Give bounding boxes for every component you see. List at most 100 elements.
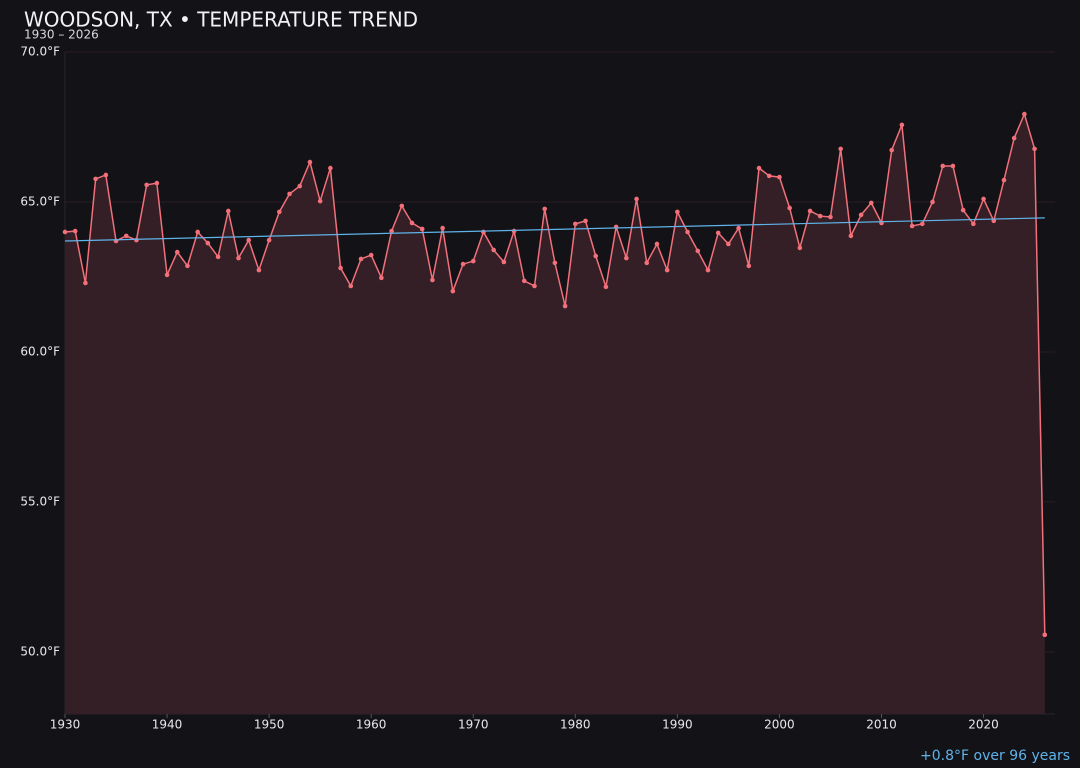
- point: [562, 303, 568, 309]
- point: [868, 200, 874, 206]
- point: [695, 248, 701, 254]
- point: [715, 230, 721, 236]
- point: [491, 247, 496, 253]
- point: [1001, 177, 1007, 183]
- y-tick-label: 65.0°F: [20, 194, 60, 208]
- point: [419, 226, 425, 232]
- point: [838, 146, 843, 152]
- point: [654, 241, 660, 247]
- point: [440, 225, 445, 231]
- point: [756, 165, 762, 171]
- y-tick-label: 55.0°F: [20, 494, 60, 508]
- point: [144, 182, 149, 188]
- point: [981, 196, 986, 202]
- y-tick-label: 50.0°F: [20, 644, 60, 658]
- point: [634, 196, 639, 202]
- point: [1022, 111, 1027, 117]
- point: [726, 241, 731, 247]
- point: [991, 218, 997, 224]
- point: [787, 205, 792, 211]
- point: [266, 237, 272, 243]
- x-tick-label: 1930: [50, 718, 81, 732]
- point: [185, 263, 190, 269]
- point: [287, 191, 292, 197]
- point: [389, 228, 394, 234]
- point: [164, 272, 170, 278]
- point: [511, 228, 517, 234]
- point: [807, 208, 813, 214]
- point: [72, 228, 78, 234]
- point: [430, 277, 435, 283]
- point: [848, 233, 854, 239]
- chart-subtitle: 1930 – 2026: [24, 28, 99, 42]
- point: [675, 209, 680, 215]
- point: [205, 240, 211, 246]
- point: [664, 267, 670, 273]
- point: [83, 280, 88, 286]
- point: [379, 275, 384, 281]
- point: [828, 214, 833, 220]
- point: [603, 284, 609, 290]
- point: [950, 163, 956, 169]
- point: [154, 180, 160, 186]
- point: [736, 225, 741, 231]
- point: [1011, 135, 1017, 141]
- point: [62, 229, 68, 235]
- point: [797, 245, 803, 251]
- x-tick-label: 1950: [254, 718, 285, 732]
- point: [930, 199, 935, 205]
- point: [338, 265, 343, 271]
- point: [920, 221, 925, 227]
- point: [236, 255, 241, 261]
- point: [358, 256, 364, 262]
- point: [225, 208, 231, 214]
- point: [858, 212, 864, 218]
- point: [409, 220, 415, 226]
- point: [134, 237, 139, 243]
- point: [174, 249, 180, 255]
- point: [246, 237, 252, 243]
- point: [909, 223, 915, 229]
- point: [624, 255, 629, 261]
- point: [583, 218, 588, 224]
- point: [940, 163, 946, 169]
- point: [705, 267, 711, 273]
- trend-line: [64, 217, 1045, 242]
- point: [256, 267, 262, 273]
- point: [1032, 146, 1037, 152]
- point: [399, 203, 405, 209]
- trend-annotation: +0.8°F over 96 years: [920, 748, 1070, 764]
- point: [685, 229, 690, 235]
- x-tick-label: 2010: [866, 718, 897, 732]
- point: [215, 254, 221, 260]
- point: [450, 288, 456, 294]
- point: [532, 283, 537, 289]
- point: [328, 165, 333, 171]
- point: [317, 198, 323, 204]
- area-fill: [65, 114, 1045, 714]
- chart-title: WOODSON, TX • TEMPERATURE TREND: [24, 8, 418, 32]
- point: [297, 183, 303, 189]
- x-tick-label: 1940: [152, 718, 183, 732]
- x-tick-label: 1970: [458, 718, 489, 732]
- y-tick-label: 70.0°F: [20, 45, 60, 59]
- point: [889, 147, 895, 153]
- point: [195, 229, 200, 235]
- x-tick-label: 2020: [968, 718, 999, 732]
- x-tick-label: 2000: [764, 718, 795, 732]
- point: [746, 263, 752, 269]
- point: [573, 221, 578, 227]
- point: [542, 206, 547, 212]
- point: [971, 221, 976, 227]
- point: [93, 176, 98, 182]
- point: [644, 260, 650, 266]
- point: [103, 172, 109, 178]
- point: [460, 261, 466, 267]
- y-tick-label: 60.0°F: [20, 344, 60, 358]
- point: [368, 252, 374, 258]
- point: [481, 229, 486, 235]
- point: [817, 213, 823, 219]
- point: [123, 233, 129, 239]
- x-tick-label: 1990: [662, 718, 693, 732]
